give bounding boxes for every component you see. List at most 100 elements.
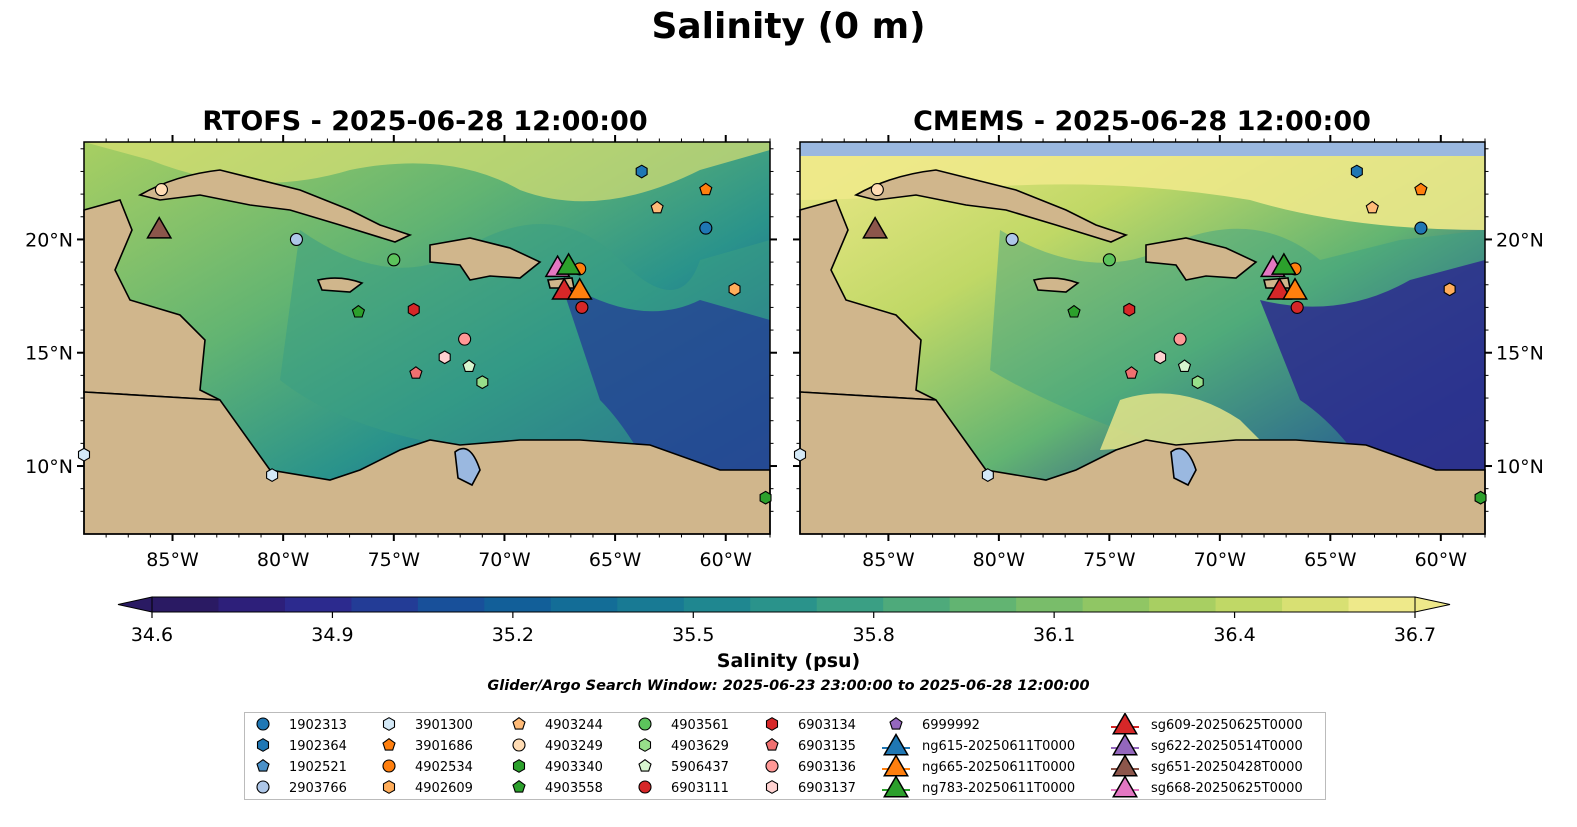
argo-float-marker: [1173, 332, 1187, 346]
colorbar-segment: [750, 597, 818, 612]
colorbar-tick-label: 35.8: [853, 624, 895, 646]
legend-label: sg651-20250428T0000: [1151, 760, 1303, 775]
argo-float-marker: [635, 164, 648, 179]
colorbar-segment: [1016, 597, 1084, 612]
lat-tick-label: 20°N: [1496, 229, 1544, 251]
argo-float-marker: [1365, 200, 1379, 214]
lon-tick-label: 85°W: [862, 549, 915, 571]
legend-float-icon: [512, 717, 526, 730]
argo-float-marker: [870, 183, 884, 197]
legend-entry: 3901300: [382, 717, 473, 733]
legend-entry: sg622-20250514T0000: [1111, 732, 1303, 756]
colorbar-segment: [218, 597, 286, 612]
colorbar-segment: [417, 597, 485, 612]
legend-label: 6903136: [798, 760, 856, 775]
argo-float-marker: [1102, 253, 1116, 267]
glider-marker: [862, 216, 889, 239]
legend: 1902313 1902364 1902521 2903766 3901300 39016…: [244, 712, 1326, 800]
argo-float-marker: [387, 253, 401, 267]
colorbar-tick-label: 35.2: [492, 624, 534, 646]
argo-float-marker: [575, 300, 589, 314]
argo-float-marker: [1443, 282, 1456, 297]
glider-marker: [1281, 277, 1309, 300]
colorbar-segment: [484, 597, 552, 612]
colorbar-segment: [351, 597, 419, 612]
argo-float-marker: [1123, 302, 1136, 317]
legend-label: 6903137: [798, 781, 856, 796]
argo-float-marker: [462, 359, 476, 372]
argo-float-marker: [77, 447, 91, 462]
colorbar-segment: [1082, 597, 1150, 612]
legend-entry: 4903629: [638, 738, 729, 754]
argo-float-marker: [266, 468, 279, 483]
legend-label: sg609-20250625T0000: [1151, 718, 1303, 733]
colorbar-segment: [816, 597, 884, 612]
legend-entry: sg668-20250625T0000: [1111, 774, 1303, 798]
legend-entry: 1902521: [256, 759, 347, 775]
legend-entry: 6903137: [765, 780, 856, 796]
colorbar-segment: [883, 597, 951, 612]
argo-float-marker: [699, 182, 713, 196]
legend-label: 3901686: [415, 739, 473, 754]
glider-marker: [555, 252, 582, 275]
lon-tick-label: 75°W: [1083, 549, 1136, 571]
lon-tick-label: 85°W: [146, 549, 199, 571]
lon-tick-label: 60°W: [700, 549, 753, 571]
legend-float-icon: [256, 759, 270, 772]
argo-float-marker: [1005, 232, 1019, 246]
legend-label: 4903561: [671, 718, 729, 733]
legend-float-icon: [889, 717, 903, 730]
legend-float-icon: [638, 717, 652, 731]
legend-entry: 4903558: [512, 780, 603, 796]
lon-tick-label: 70°W: [478, 549, 531, 571]
rtofs-markers: [77, 164, 772, 505]
argo-float-marker: [476, 375, 489, 390]
argo-float-marker: [1290, 300, 1304, 314]
legend-label: 6903135: [798, 739, 856, 754]
legend-label: 4903558: [545, 781, 603, 796]
rtofs-map-panel: [83, 141, 771, 535]
argo-float-marker: [438, 350, 451, 365]
colorbar-segment: [1215, 597, 1283, 612]
legend-entry: ng783-20250611T0000: [882, 774, 1075, 798]
legend-entry: sg609-20250625T0000: [1111, 713, 1303, 735]
lon-tick-label: 70°W: [1194, 549, 1247, 571]
figure-title: Salinity (0 m): [651, 6, 926, 47]
colorbar-tick-label: 34.6: [131, 624, 173, 646]
legend-label: 1902364: [289, 739, 347, 754]
legend-entry: 4902534: [382, 759, 473, 775]
legend-label: sg622-20250514T0000: [1151, 739, 1303, 754]
legend-glider-icon: [1112, 753, 1138, 777]
argo-float-marker: [154, 183, 169, 197]
legend-float-icon: [765, 780, 779, 794]
legend-float-icon: [512, 759, 526, 773]
legend-entry: ng615-20250611T0000: [882, 732, 1075, 756]
legend-label: 4903340: [545, 760, 603, 775]
argo-float-marker: [728, 282, 741, 297]
legend-glider-icon: [883, 732, 909, 756]
legend-label: 1902313: [289, 718, 347, 733]
legend-entry: 5906437: [638, 759, 729, 775]
legend-entry: 4903340: [512, 759, 603, 775]
legend-float-icon: [256, 738, 270, 752]
legend-float-icon: [638, 759, 652, 772]
argo-float-marker: [1474, 490, 1487, 505]
argo-float-marker: [699, 221, 713, 235]
legend-entry: 3901686: [382, 738, 473, 754]
argo-float-marker: [1177, 359, 1192, 372]
legend-label: 6903111: [671, 781, 729, 796]
cmems-missing-data-band: [800, 142, 1485, 156]
argo-float-marker: [793, 447, 807, 462]
argo-float-marker: [1414, 221, 1428, 235]
legend-float-icon: [256, 717, 270, 731]
lon-tick-label: 75°W: [368, 549, 421, 571]
legend-label: ng665-20250611T0000: [922, 760, 1075, 775]
colorbar-segment: [1348, 597, 1416, 612]
legend-entry: 1902364: [256, 738, 347, 754]
colorbar-segment: [949, 597, 1017, 612]
legend-float-icon: [638, 738, 652, 752]
lat-tick-label: 10°N: [25, 456, 73, 478]
colorbar-tick-label: 34.9: [311, 624, 353, 646]
legend-entry: 4903244: [512, 717, 603, 733]
